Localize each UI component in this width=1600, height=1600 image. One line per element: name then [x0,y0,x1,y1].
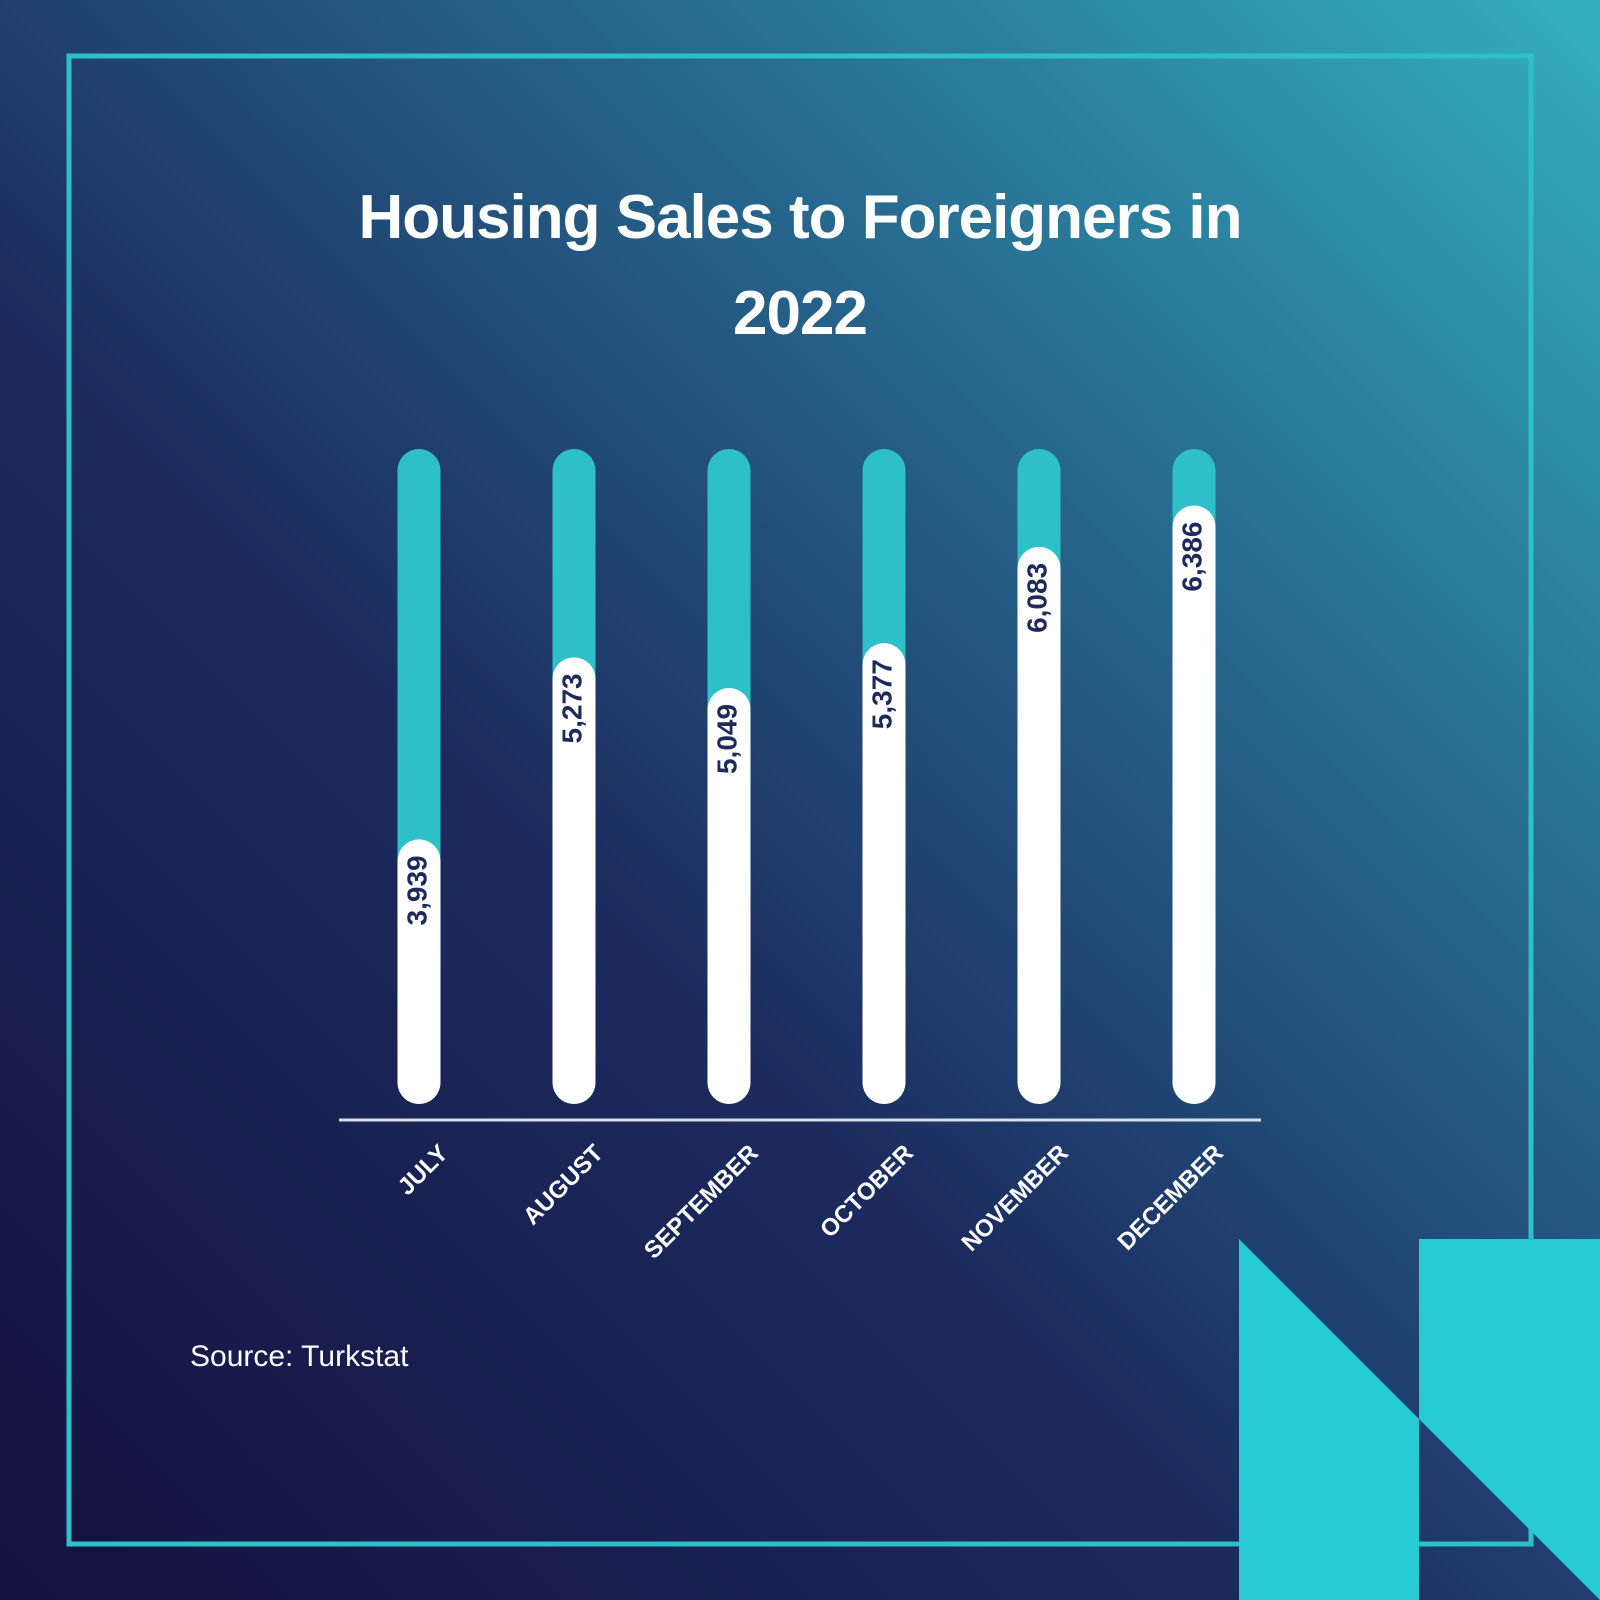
bar [552,657,596,1104]
source: Source: Turkstat [190,1340,409,1373]
x-tick-label: SEPTEMBER [639,1140,764,1265]
frame [66,53,1534,1547]
x-tick-label: NOVEMBER [957,1140,1074,1257]
decor-triangle [1239,1239,1419,1600]
decor-shape [1419,1239,1600,1600]
bar [707,687,751,1104]
bar [1017,546,1061,1104]
x-tick-label: OCTOBER [815,1140,919,1244]
x-tick-label: DECEMBER [1113,1140,1229,1256]
bar [1172,505,1216,1104]
bar [862,643,906,1104]
x-tick-label: JULY [393,1140,454,1201]
value-label: 6,083 [1021,563,1052,633]
x-tick-label: AUGUST [518,1139,609,1230]
value-label: 5,273 [556,673,587,743]
value-label: 3,939 [401,855,432,925]
chart-title: Housing Sales to Foreigners in 2022 [358,183,1243,348]
value-label: 5,377 [866,659,897,729]
value-label: 5,049 [711,704,742,774]
value-label: 6,386 [1176,521,1207,591]
bar [397,839,441,1104]
